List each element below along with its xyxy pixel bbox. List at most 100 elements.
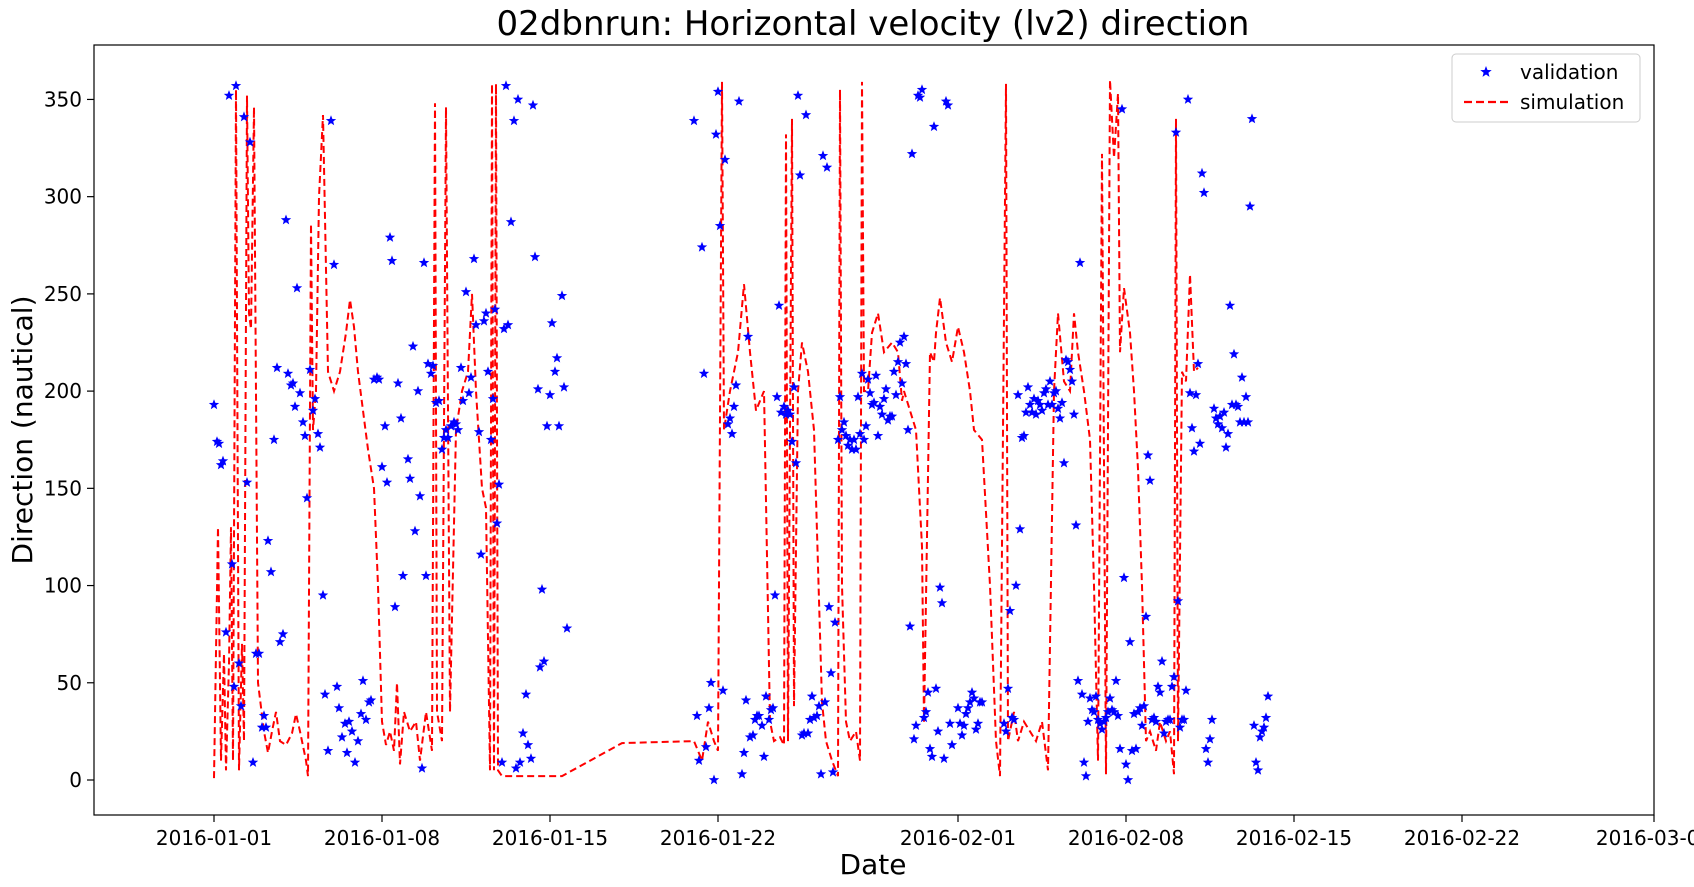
validation-point-305 [1056,397,1068,408]
validation-point-38 [307,405,319,415]
validation-point-378 [1202,757,1214,767]
validation-point-112 [496,757,508,767]
validation-point-120 [514,757,526,767]
validation-point-69 [389,601,401,612]
validation-point-237 [896,377,908,388]
validation-point-282 [1010,580,1022,590]
validation-point-179 [778,401,790,412]
validation-point-185 [790,457,802,468]
validation-point-395 [1236,372,1248,382]
validation-point-394 [1234,416,1246,427]
validation-point-20 [260,722,272,732]
validation-point-380 [1206,714,1218,725]
validation-point-171 [760,690,772,701]
validation-point-30 [287,377,299,388]
validation-point-268 [962,702,974,713]
validation-point-266 [958,720,970,730]
validation-point-55 [352,735,364,746]
x-axis-label: Date [840,848,907,881]
validation-point-0 [208,399,220,410]
validation-point-176 [771,391,783,402]
validation-point-93 [450,418,462,429]
validation-point-10 [233,657,245,668]
validation-point-111 [493,478,505,489]
validation-point-174 [767,702,779,713]
validation-point-68 [386,255,398,266]
validation-point-396 [1238,416,1250,427]
validation-point-251 [924,743,936,754]
validation-point-18 [256,722,268,732]
validation-point-130 [538,655,550,666]
validation-point-371 [1188,445,1200,456]
validation-point-42 [317,589,329,600]
validation-point-376 [1198,187,1210,198]
validation-point-52 [343,716,355,727]
validation-point-248 [918,712,930,723]
legend-validation-marker [1480,66,1492,77]
validation-point-262 [946,739,958,750]
validation-point-181 [782,405,794,415]
validation-point-313 [1072,675,1084,686]
validation-point-263 [952,702,964,713]
validation-point-309 [1064,364,1076,375]
validation-point-92 [448,416,460,427]
simulation-series [213,79,1199,779]
validation-point-349 [1144,475,1156,485]
x-tick-label-2: 2016-01-15 [492,826,608,850]
validation-point-401 [1248,720,1260,730]
validation-point-279 [1004,605,1016,616]
validation-point-336 [1118,572,1130,583]
validation-point-261 [944,718,956,729]
validation-point-260 [942,99,954,110]
x-tick-label-0: 2016-01-01 [156,826,272,850]
validation-point-367 [1180,685,1192,695]
validation-point-312 [1070,519,1082,530]
validation-point-64 [376,461,388,472]
y-tick-label-2: 100 [44,574,82,598]
validation-point-291 [1028,393,1040,404]
validation-point-198 [817,150,829,161]
validation-point-201 [823,601,835,612]
validation-point-163 [742,331,754,342]
validation-point-246 [914,92,926,102]
validation-point-63 [373,373,385,384]
y-tick-label-3: 150 [44,476,82,500]
validation-point-133 [546,317,558,328]
validation-point-84 [427,360,439,371]
validation-point-91 [445,420,457,431]
validation-point-45 [325,115,337,126]
validation-point-220 [862,373,874,384]
validation-point-234 [890,389,902,400]
validation-point-286 [1018,430,1030,441]
validation-point-227 [876,408,888,419]
validation-point-316 [1078,757,1090,767]
validation-point-242 [906,148,918,159]
validation-point-28 [282,368,294,379]
validation-point-207 [836,424,848,435]
x-tick-label-8: 2016-03-01 [1596,826,1694,850]
validation-point-110 [491,517,503,528]
validation-point-73 [402,453,414,464]
validation-point-332 [1110,675,1122,686]
validation-point-276 [998,718,1010,729]
validation-point-14 [244,136,256,147]
validation-point-118 [510,762,522,773]
validation-point-205 [832,434,844,445]
validation-point-307 [1060,354,1072,365]
validation-point-74 [404,473,416,484]
validation-point-11 [235,700,247,711]
validation-point-109 [489,303,501,314]
validation-point-182 [784,408,796,419]
validation-point-277 [1000,725,1012,736]
validation-point-399 [1244,200,1256,211]
validation-point-165 [747,729,759,740]
validation-point-40 [312,428,324,439]
validation-point-203 [827,766,839,777]
validation-point-156 [726,428,738,439]
validation-point-108 [487,393,499,404]
validation-point-150 [712,86,724,97]
validation-point-216 [854,428,866,439]
validation-point-363 [1172,595,1184,606]
validation-point-346 [1138,700,1150,711]
